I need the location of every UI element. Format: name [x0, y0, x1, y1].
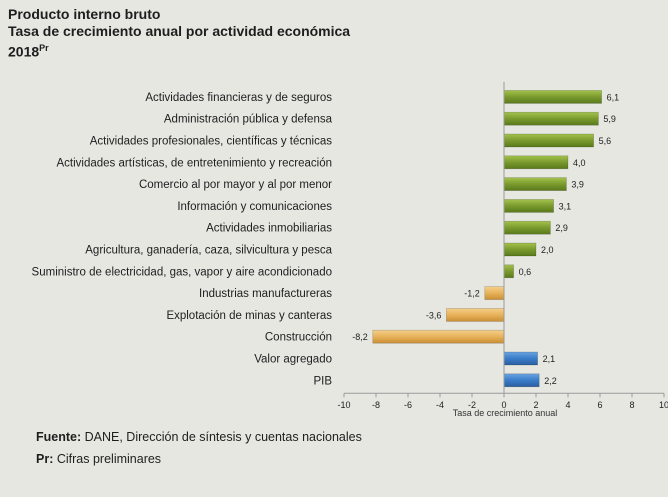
bar — [503, 242, 537, 257]
bar — [503, 264, 514, 279]
chart-year: 2018Pr — [8, 40, 350, 61]
bar — [503, 373, 540, 388]
bar — [503, 133, 594, 148]
x-tick-label: 6 — [597, 400, 602, 410]
x-axis-label: Tasa de crecimiento anual — [453, 408, 558, 418]
category-label: Explotación de minas y canteras — [166, 310, 332, 322]
source-note: Fuente: DANE, Dirección de síntesis y cu… — [36, 430, 362, 444]
category-label: Suministro de electricidad, gas, vapor y… — [32, 266, 332, 278]
x-tick-label: -2 — [468, 400, 476, 410]
category-label: Valor agregado — [254, 354, 332, 366]
x-tick-label: 4 — [565, 400, 570, 410]
note-label: Pr: — [36, 452, 54, 466]
data-label: 5,6 — [599, 136, 612, 146]
x-tick-label: -6 — [404, 400, 412, 410]
year-superscript: Pr — [39, 43, 49, 53]
bar — [503, 177, 567, 191]
bar — [503, 155, 569, 170]
category-label: Actividades inmobiliarias — [206, 223, 332, 235]
chart-title-block: Producto interno bruto Tasa de crecimien… — [8, 6, 350, 61]
category-label: PIB — [313, 375, 332, 387]
data-label: 3,9 — [571, 180, 584, 190]
category-label: Administración pública y defensa — [164, 114, 333, 126]
bar — [503, 220, 551, 235]
bar — [372, 329, 505, 344]
bar — [503, 90, 602, 104]
x-tick-label: 2 — [533, 400, 538, 410]
x-tick-label: 8 — [629, 400, 634, 410]
x-tick-label: 0 — [501, 400, 506, 410]
note-text: Cifras preliminares — [56, 452, 162, 466]
category-label: Actividades financieras y de seguros — [145, 92, 332, 104]
x-axis: -10 -8 -6 -4 -2 0 2 4 6 8 10 — [337, 82, 668, 410]
data-label: 3,1 — [559, 201, 572, 211]
chart-title: Producto interno bruto — [8, 6, 161, 22]
data-label: -1,2 — [464, 289, 480, 299]
bar — [503, 199, 554, 213]
data-label: 2,9 — [555, 223, 568, 233]
category-label: Actividades profesionales, científicas y… — [90, 136, 333, 148]
data-label: 5,9 — [603, 114, 616, 124]
preliminary-note: Pr: Cifras preliminares — [36, 452, 161, 466]
data-label: -3,6 — [426, 310, 442, 320]
bar — [484, 286, 505, 300]
chart-subtitle: Tasa de crecimiento anual por actividad … — [8, 23, 351, 39]
source-text: DANE, Dirección de síntesis y cuentas na… — [84, 430, 362, 444]
category-label: Industrias manufactureras — [199, 288, 332, 300]
data-label: 2,0 — [541, 245, 554, 255]
category-label: Agricultura, ganadería, caza, silvicultu… — [85, 245, 332, 257]
data-label: 4,0 — [573, 158, 586, 168]
data-label: 2,1 — [543, 354, 556, 364]
category-label: Comercio al por mayor y al por menor — [139, 179, 332, 191]
x-tick-label: -10 — [337, 400, 350, 410]
x-tick-label: -4 — [436, 400, 444, 410]
year-text: 2018 — [8, 43, 40, 60]
data-label: -8,2 — [352, 332, 368, 342]
source-label: Fuente: — [36, 430, 82, 444]
bar — [503, 111, 599, 126]
bar — [503, 351, 538, 366]
bar-chart: Actividades financieras y de seguros 6,1 A… — [32, 82, 668, 418]
data-label: 2,2 — [544, 376, 557, 386]
data-label: 0,6 — [519, 267, 532, 277]
data-label: 6,1 — [607, 92, 620, 102]
category-label: Construcción — [265, 332, 332, 344]
bar — [446, 308, 505, 322]
category-label: Información y comunicaciones — [177, 201, 332, 213]
x-tick-label: -8 — [372, 400, 380, 410]
x-tick-label: 10 — [659, 400, 668, 410]
bars-layer: Actividades financieras y de seguros 6,1 A… — [32, 90, 620, 388]
category-label: Actividades artísticas, de entretenimien… — [57, 157, 333, 169]
